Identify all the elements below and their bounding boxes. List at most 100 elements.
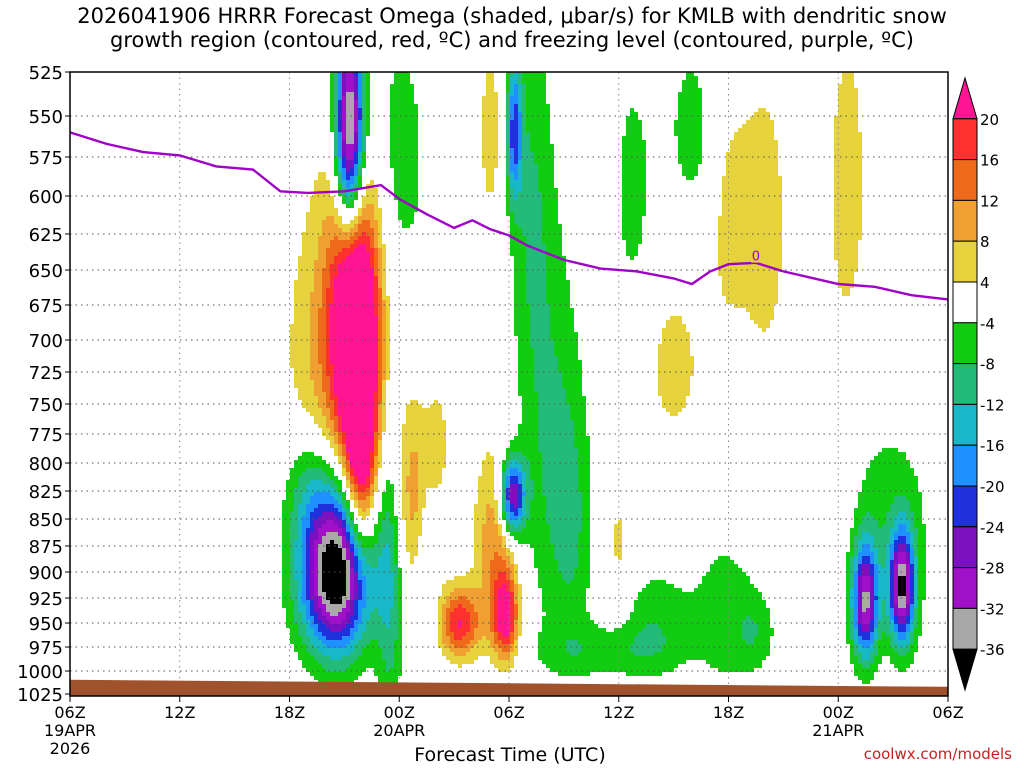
omega-cell: [510, 500, 518, 504]
omega-cell: [354, 644, 366, 648]
y-tick-label: 975: [29, 638, 63, 659]
omega-cell: [366, 116, 370, 120]
omega-cell: [382, 300, 386, 304]
omega-cell: [838, 112, 858, 116]
omega-cell: [526, 100, 546, 104]
omega-cell: [514, 504, 518, 508]
omega-cell: [358, 596, 362, 600]
omega-cell: [506, 500, 510, 504]
omega-cell: [358, 616, 362, 620]
omega-cell: [878, 608, 882, 612]
omega-cell: [502, 640, 510, 644]
omega-cell: [390, 564, 398, 568]
omega-cell: [338, 144, 342, 148]
omega-cell: [302, 584, 306, 588]
omega-cell: [354, 136, 358, 140]
omega-cell: [898, 608, 906, 612]
omega-cell: [870, 560, 874, 564]
omega-cell: [510, 452, 522, 456]
omega-cell: [482, 100, 498, 104]
omega-cell: [834, 148, 862, 152]
omega-cell: [346, 544, 350, 548]
omega-cell: [918, 600, 922, 604]
omega-cell: [834, 236, 862, 240]
omega-cell: [878, 640, 890, 644]
omega-cell: [850, 576, 854, 580]
omega-cell: [338, 404, 374, 408]
omega-cell: [834, 192, 862, 196]
omega-cell: [722, 188, 782, 192]
omega-cell: [898, 604, 906, 608]
omega-cell: [466, 632, 474, 636]
omega-cell: [894, 500, 910, 504]
omega-cell: [366, 584, 394, 588]
omega-cell: [386, 312, 390, 316]
omega-cell: [518, 340, 530, 344]
omega-cell: [614, 532, 622, 536]
omega-cell: [402, 424, 446, 428]
omega-cell: [898, 588, 906, 592]
omega-cell: [854, 640, 858, 644]
omega-cell: [898, 552, 906, 556]
omega-cell: [478, 480, 494, 484]
omega-cell: [310, 540, 314, 544]
omega-cell: [530, 136, 550, 140]
omega-cell: [306, 648, 318, 652]
omega-cell: [406, 480, 418, 484]
omega-cell: [858, 676, 874, 680]
omega-cell: [630, 644, 662, 648]
omega-cell: [390, 156, 418, 160]
omega-cell: [538, 640, 566, 644]
omega-cell: [306, 536, 310, 540]
omega-cell: [310, 640, 322, 644]
omega-cell: [906, 516, 914, 520]
omega-cell: [526, 488, 534, 492]
omega-cell: [338, 236, 350, 240]
omega-cell: [542, 216, 558, 220]
omega-cell: [514, 156, 518, 160]
omega-cell: [358, 540, 362, 544]
omega-cell: [382, 308, 386, 312]
omega-cell: [354, 636, 362, 640]
omega-cell: [334, 84, 338, 88]
omega-cell: [870, 556, 874, 560]
omega-cell: [890, 560, 894, 564]
omega-cell: [506, 180, 510, 184]
omega-cell: [522, 504, 526, 508]
omega-cell: [526, 520, 546, 524]
omega-cell: [914, 532, 918, 536]
omega-cell: [382, 416, 386, 420]
omega-cell: [410, 504, 418, 508]
omega-cell: [366, 80, 370, 84]
omega-cell: [318, 332, 326, 336]
omega-cell: [358, 560, 362, 564]
omega-cell: [906, 576, 910, 580]
omega-cell: [334, 440, 338, 444]
omega-cell: [530, 304, 550, 308]
omega-cell: [722, 208, 782, 212]
omega-cell: [854, 584, 858, 588]
omega-cell: [918, 576, 926, 580]
omega-cell: [522, 128, 526, 132]
omega-cell: [394, 532, 398, 536]
omega-cell: [366, 488, 370, 492]
omega-cell: [878, 452, 906, 456]
omega-cell: [314, 540, 322, 544]
omega-cell: [310, 548, 314, 552]
omega-cell: [390, 144, 418, 148]
omega-cell: [350, 604, 354, 608]
omega-cell: [390, 616, 398, 620]
omega-cell: [482, 156, 498, 160]
omega-cell: [298, 536, 302, 540]
omega-cell: [294, 384, 314, 388]
omega-cell: [290, 640, 302, 644]
omega-cell: [538, 180, 554, 184]
omega-cell: [346, 448, 374, 452]
omega-cell: [354, 88, 358, 92]
omega-cell: [858, 640, 874, 644]
omega-cell: [514, 644, 518, 648]
omega-cell: [454, 608, 466, 612]
omega-cell: [514, 328, 530, 332]
omega-cell: [378, 300, 382, 304]
omega-cell: [338, 96, 342, 100]
